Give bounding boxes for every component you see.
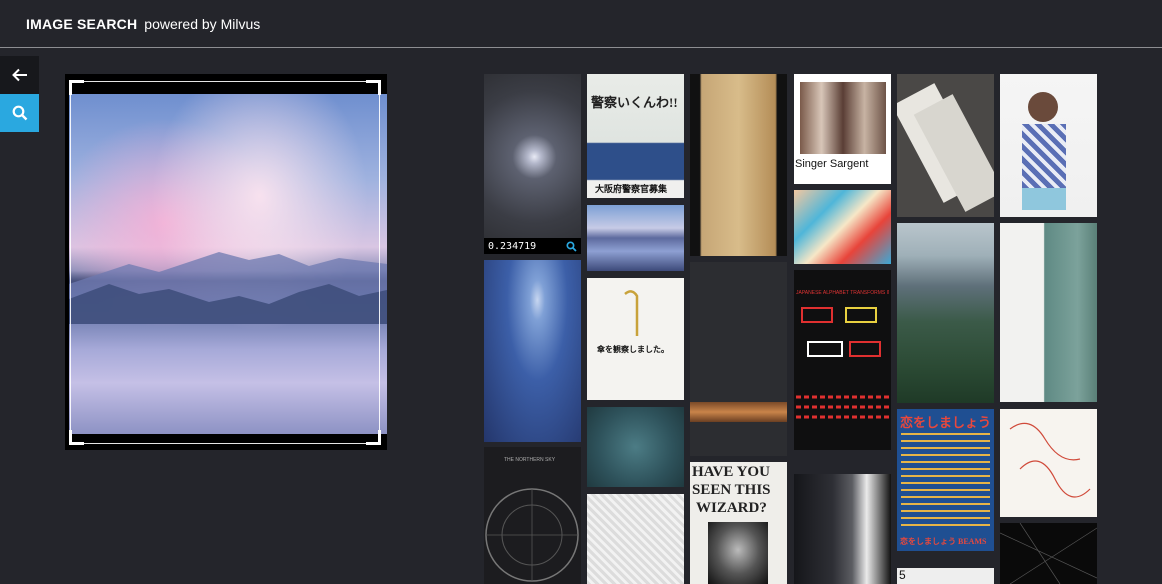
tile-caption: Singer Sargent <box>795 158 869 170</box>
tile-caption: THE NORTHERN SKY <box>504 457 556 463</box>
arrow-left-icon <box>11 68 27 82</box>
search-button[interactable] <box>0 94 39 132</box>
tile-headline: SEEN THIS <box>692 482 771 498</box>
query-image-panel <box>65 74 387 450</box>
crop-handle-bottom-left[interactable] <box>69 430 84 445</box>
result-image[interactable] <box>794 190 891 264</box>
poster-text-lines <box>901 433 990 529</box>
app-title: IMAGE SEARCH <box>26 15 138 32</box>
tile-headline: WIZARD? <box>696 500 767 516</box>
tile-caption: 恋をしましょう BEAMS <box>900 537 987 546</box>
result-image[interactable]: Singer Sargent <box>794 74 891 184</box>
star-map-graphic <box>485 488 579 582</box>
result-image[interactable] <box>690 262 787 456</box>
search-icon[interactable] <box>566 240 577 252</box>
crop-handle-top-left[interactable] <box>69 80 84 95</box>
result-image[interactable] <box>484 260 581 442</box>
result-score-bar: 0.234719 <box>484 238 581 254</box>
result-image[interactable]: HAVE YOU SEEN THIS WIZARD? <box>690 462 787 584</box>
result-image[interactable]: 傘を観察しました。 <box>587 278 684 400</box>
tile-caption: JAPANESE ALPHABET TRANSFORMS INTO SUSHI <box>796 290 889 296</box>
result-image[interactable] <box>1000 523 1097 584</box>
result-image[interactable] <box>690 74 787 256</box>
web-graphic <box>1000 523 1097 584</box>
result-image[interactable]: 5 <box>897 568 994 584</box>
model-outfit <box>1022 124 1066 188</box>
powered-by-label: powered by Milvus <box>144 15 261 32</box>
result-image[interactable]: THE NORTHERN SKY <box>484 447 581 584</box>
app-header: IMAGE SEARCH powered by Milvus <box>0 0 1162 48</box>
result-image[interactable]: 恋をしましょう 恋をしましょう BEAMS <box>897 409 994 551</box>
sushi-graphic <box>796 307 889 419</box>
tile-headline: HAVE YOU <box>692 464 770 480</box>
query-image <box>69 94 387 434</box>
pastry-image <box>690 402 787 422</box>
tile-caption: 傘を観察しました。 <box>597 345 669 354</box>
tile-caption: 5 <box>899 568 906 582</box>
result-image[interactable] <box>1000 409 1097 517</box>
line-drawing <box>1009 422 1091 498</box>
tile-headline: 警察いくんわ!! <box>591 95 678 110</box>
result-image[interactable] <box>897 223 994 403</box>
portrait-photo <box>708 522 768 584</box>
search-icon <box>12 105 27 121</box>
result-image[interactable] <box>1000 223 1097 402</box>
similarity-score: 0.234719 <box>488 240 537 252</box>
back-button[interactable] <box>0 56 39 94</box>
result-image[interactable] <box>897 74 994 217</box>
result-image[interactable] <box>794 474 891 584</box>
painting-collage <box>800 82 886 154</box>
result-image[interactable] <box>587 407 684 487</box>
model-head <box>1028 92 1058 122</box>
result-image[interactable]: 警察いくんわ!! 大阪府警察官募集 <box>587 74 684 198</box>
model-shorts <box>1022 188 1066 210</box>
mountain-silhouette <box>69 252 387 324</box>
crop-handle-top-right[interactable] <box>366 80 381 95</box>
result-image[interactable]: JAPANESE ALPHABET TRANSFORMS INTO SUSHI <box>794 270 891 450</box>
tile-caption: 大阪府警察官募集 <box>595 184 668 194</box>
crop-handle-bottom-right[interactable] <box>366 430 381 445</box>
tile-headline: 恋をしましょう <box>900 415 992 430</box>
crop-frame[interactable] <box>69 80 381 445</box>
result-image[interactable] <box>1000 74 1097 217</box>
result-image[interactable]: 0.234719 <box>484 74 581 254</box>
result-image[interactable] <box>587 494 684 584</box>
umbrella-graphic <box>624 290 639 336</box>
result-image[interactable] <box>587 205 684 271</box>
